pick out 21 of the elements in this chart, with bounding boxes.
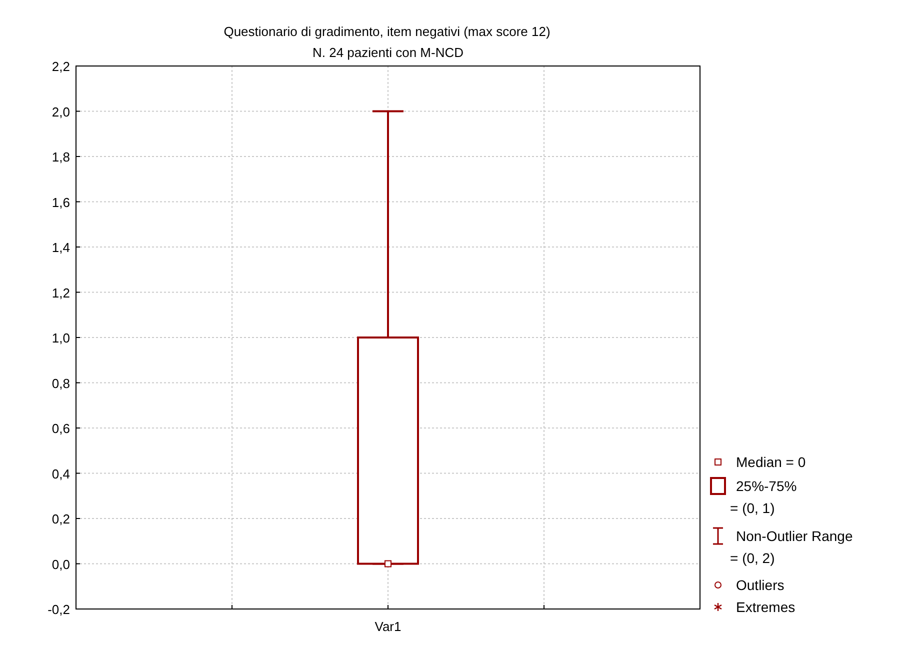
x-tick-label: Var1 [374, 619, 402, 634]
y-tick-label: 0,8 [52, 376, 70, 391]
y-tick-label: 0,4 [52, 466, 70, 482]
chart-title: Questionario di gradimento, item negativi (max score 12) [224, 24, 550, 39]
y-tick-label: -0,2 [48, 602, 70, 617]
text: Extremes [736, 599, 796, 615]
y-tick-label: 1,8 [52, 150, 70, 164]
text: Outliers [736, 577, 784, 593]
chart-subtitle: N. 24 pazienti con M-NCD [312, 45, 464, 60]
text: 25%-75% = (0, 1) [730, 478, 797, 516]
y-tick-label: 2,0 [52, 104, 70, 120]
y-tick-label: 1,4 [52, 240, 70, 255]
text: Median = 0 [736, 454, 806, 470]
y-tick-label: 1,6 [52, 194, 70, 210]
y-tick-label: 1,2 [52, 285, 70, 300]
y-tick-label: 2,2 [52, 59, 70, 74]
text: Non-Outlier Range = (0, 2) [730, 528, 853, 566]
y-tick-label: 0,0 [52, 556, 70, 572]
y-tick-label: 0,6 [52, 421, 70, 436]
y-tick-label: 1,0 [52, 330, 70, 346]
y-tick-label: 0,2 [52, 512, 70, 526]
